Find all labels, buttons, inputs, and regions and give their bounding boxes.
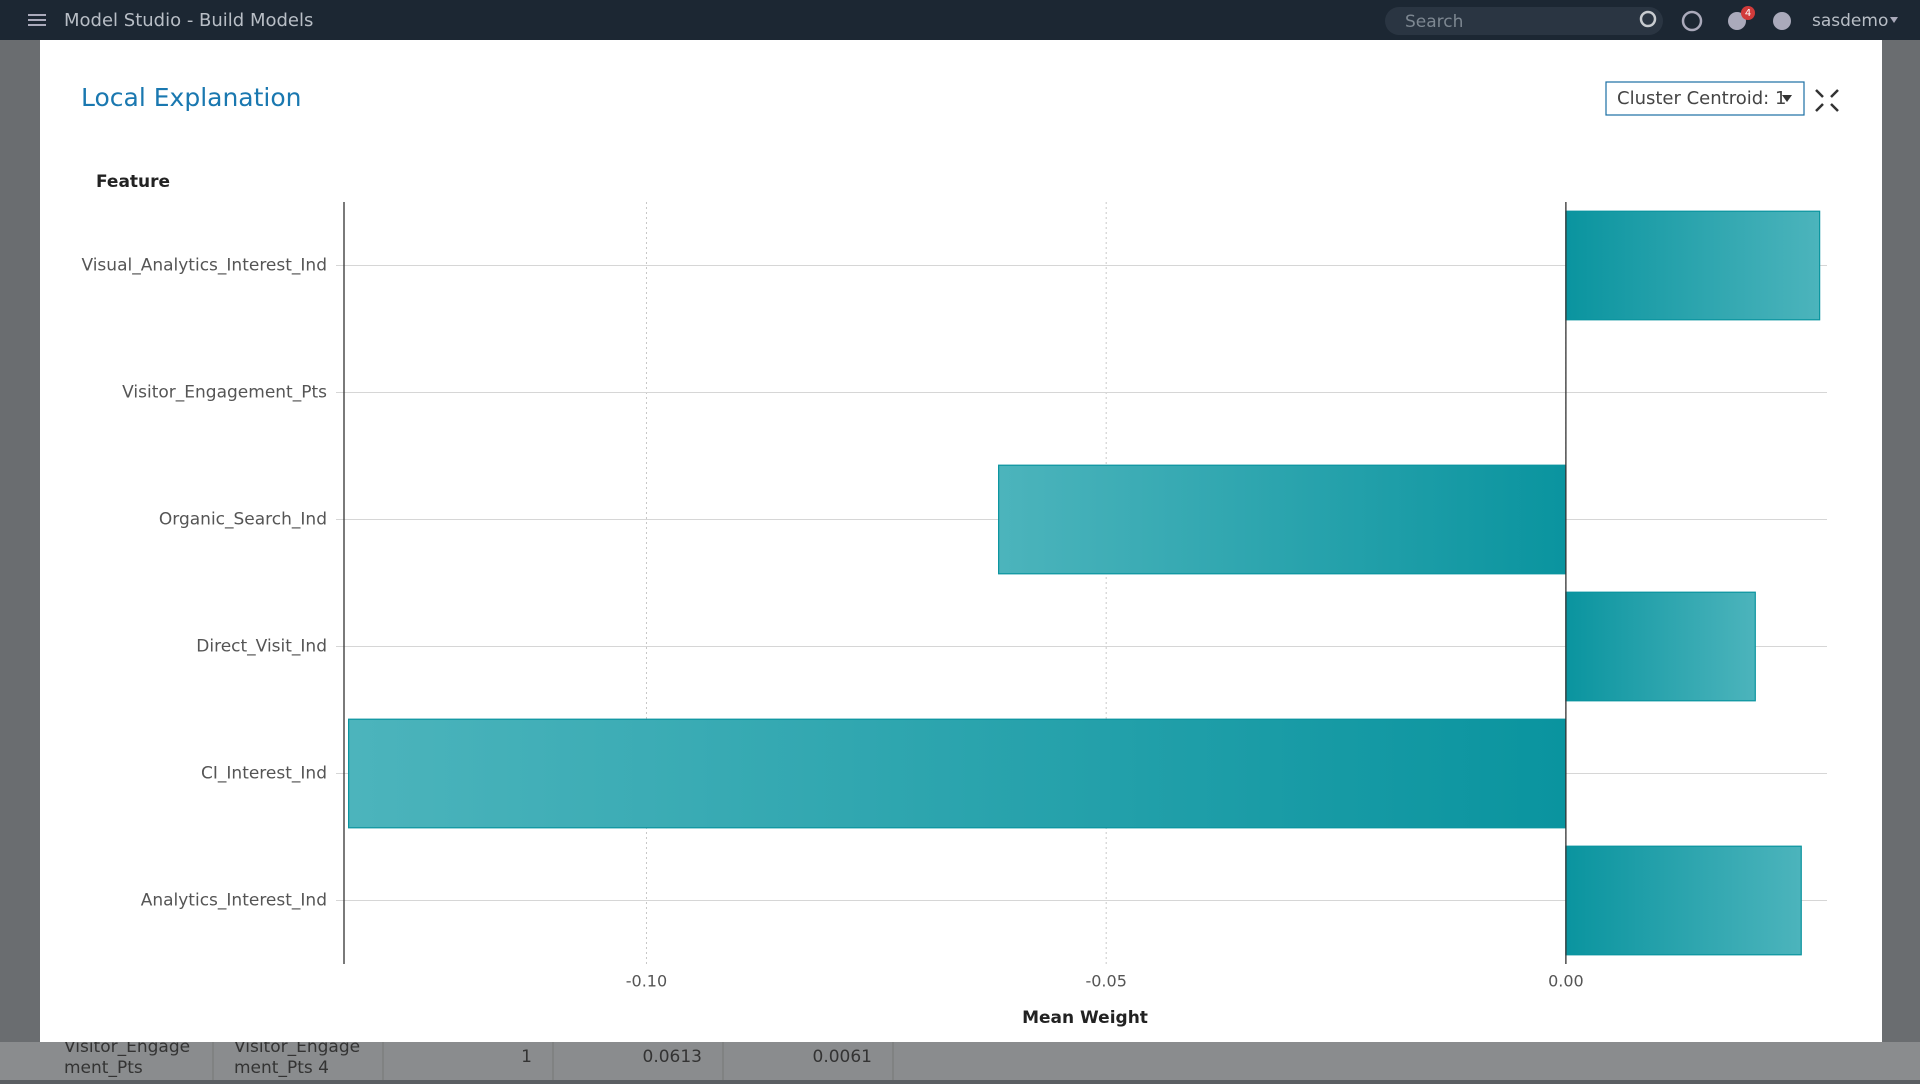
x-tick-label: -0.10 — [626, 972, 667, 991]
bar — [1565, 845, 1802, 956]
y-tick-label: Organic_Search_Ind — [159, 510, 327, 530]
y-axis-label: Feature — [96, 172, 170, 192]
notification-icon[interactable] — [1728, 12, 1746, 30]
dialog-title: Local Explanation — [81, 83, 302, 112]
search-icon[interactable] — [1639, 10, 1657, 28]
x-tick-label: -0.05 — [1085, 972, 1126, 991]
y-tick-label: Analytics_Interest_Ind — [141, 891, 327, 911]
notification-count: 4 — [1745, 8, 1751, 19]
user-menu-arrow[interactable] — [1890, 17, 1898, 23]
y-tick-label: CI_Interest_Ind — [201, 764, 327, 784]
y-tick-label: Visual_Analytics_Interest_Ind — [81, 256, 327, 276]
bar — [998, 464, 1567, 575]
dropdown[interactable] — [1605, 81, 1805, 116]
cell-text: 0.0613 — [643, 1047, 702, 1067]
menu-icon[interactable] — [28, 14, 46, 26]
cell-text: 1 — [521, 1047, 532, 1067]
dropdown-value: Cluster Centroid: 1 — [1617, 88, 1786, 109]
background-table — [0, 1042, 1920, 1080]
x-tick-label: 0.00 — [1548, 972, 1584, 991]
bar — [347, 718, 1567, 829]
cell-text: ment_Pts 4 — [234, 1058, 329, 1078]
cell-text: ment_Pts — [64, 1058, 143, 1078]
x-axis-label: Mean Weight — [1022, 1008, 1148, 1028]
help-icon[interactable] — [1773, 12, 1791, 30]
app-title: Model Studio - Build Models — [64, 10, 313, 31]
bar — [1565, 210, 1821, 321]
user-name[interactable]: sasdemo — [1812, 11, 1888, 31]
plot: -0.10 -0.05 0.00 Visual_Analytics_Interest_… — [81, 202, 1827, 991]
search-placeholder: Search — [1405, 12, 1463, 32]
bar — [1565, 591, 1756, 702]
y-tick-label: Visitor_Engagement_Pts — [122, 383, 327, 403]
notification-badge — [1741, 6, 1755, 20]
cell-text: 0.0061 — [813, 1047, 872, 1067]
search-box[interactable] — [1385, 7, 1663, 35]
collapse-button[interactable] — [1815, 89, 1839, 112]
y-tick-label: Direct_Visit_Ind — [196, 637, 327, 657]
history-icon[interactable] — [1681, 10, 1703, 32]
dropdown-arrow — [1782, 95, 1792, 102]
